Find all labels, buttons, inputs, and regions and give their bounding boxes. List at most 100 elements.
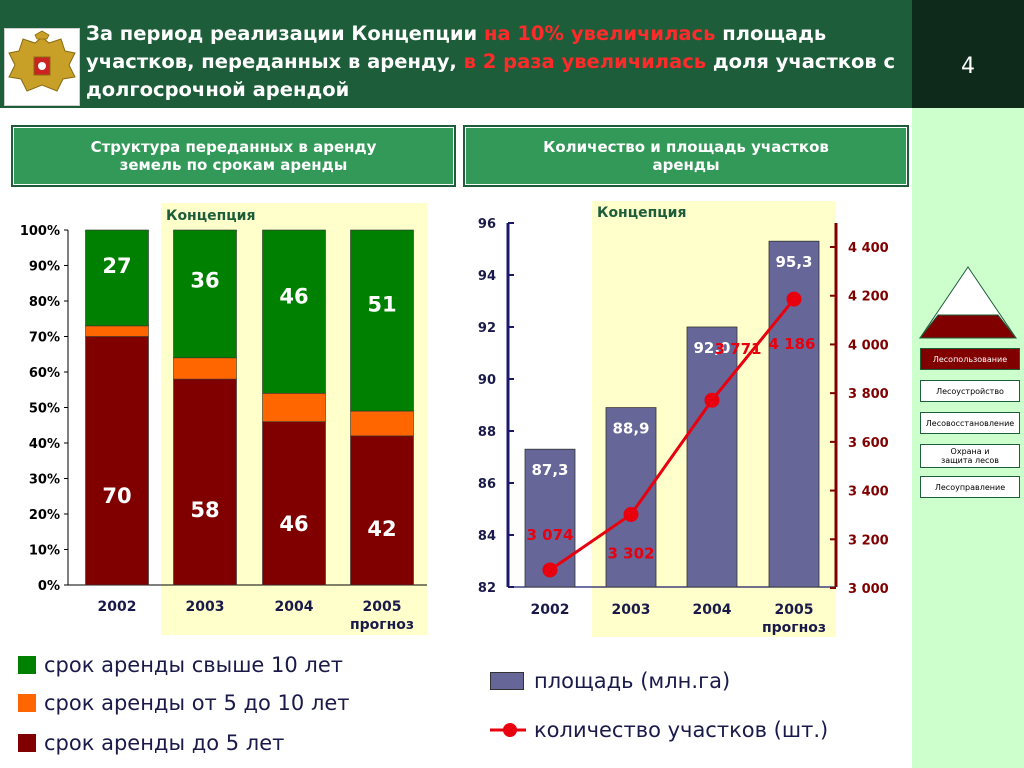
- data-label: 58: [190, 498, 219, 522]
- title-text: За период реализации Концепции: [86, 22, 484, 45]
- legend-label: срок аренды свыше 10 лет: [44, 653, 343, 677]
- bar-segment: [350, 229, 414, 412]
- concept-label: Концепция: [166, 208, 255, 224]
- y-tick-label: 60%: [29, 366, 60, 381]
- y-right-tick-label: 4 000: [848, 338, 889, 353]
- bar-label: 88,9: [612, 420, 649, 438]
- bar-segment: [350, 410, 414, 437]
- y-tick-label: 30%: [29, 473, 60, 488]
- sidebar-item-label: Лесовосстановление: [925, 418, 1015, 428]
- legend-label: количество участков (шт.): [534, 718, 829, 742]
- x-tick-label: прогноз: [762, 620, 826, 636]
- y-left-tick-label: 86: [478, 477, 496, 492]
- y-tick-label: 40%: [29, 437, 60, 452]
- sidebar-item-label: Охрана и защита лесов: [940, 447, 1000, 465]
- y-tick-label: 80%: [29, 295, 60, 310]
- page-title: За период реализации Концепции на 10% ув…: [86, 20, 906, 104]
- data-label: 36: [190, 269, 219, 293]
- y-tick-label: 10%: [29, 544, 60, 559]
- y-right-tick-label: 3 600: [848, 436, 889, 451]
- legend-item-short-term: срок аренды до 5 лет: [18, 731, 284, 755]
- y-left-tick-label: 82: [478, 581, 496, 596]
- legend-swatch: [490, 672, 524, 690]
- y-tick-label: 70%: [29, 331, 60, 346]
- y-right-tick-label: 3 400: [848, 485, 889, 500]
- y-right-tick-label: 3 000: [848, 582, 889, 597]
- right-heading-line: аренды: [652, 156, 720, 174]
- x-tick-label: 2003: [612, 602, 651, 618]
- legend-line-marker-icon: [490, 723, 526, 737]
- sidebar-item-label: Лесоустройство: [936, 386, 1004, 396]
- y-left-tick-label: 90: [478, 373, 496, 388]
- y-tick-label: 20%: [29, 508, 60, 523]
- bar-segment: [85, 336, 149, 586]
- x-tick-label: 2005: [363, 599, 402, 615]
- left-heading-line: Структура переданных в аренду: [90, 138, 377, 156]
- page-number: 4: [961, 54, 975, 79]
- header-bar: За период реализации Концепции на 10% ув…: [0, 0, 912, 108]
- data-label: 27: [102, 254, 131, 278]
- x-tick-label: прогноз: [350, 617, 414, 633]
- sidebar-item-label: Лесопользование: [932, 354, 1008, 364]
- left-heading-line: земель по срокам аренды: [119, 156, 348, 174]
- bar-label: 87,3: [531, 461, 568, 479]
- legend-item-area: площадь (млн.га): [490, 669, 730, 693]
- right-panel-heading: Количество и площадь участков аренды: [463, 125, 909, 187]
- line-label: 3 771: [715, 340, 762, 358]
- data-label: 51: [367, 292, 396, 316]
- bar-segment: [173, 229, 237, 359]
- data-label: 42: [367, 517, 396, 541]
- y-tick-label: 50%: [29, 402, 60, 417]
- title-text: доля участков с долгосрочной арендой: [86, 50, 896, 101]
- bar-segment: [85, 229, 149, 327]
- x-tick-label: 2005: [775, 602, 814, 618]
- legend-swatch: [18, 734, 36, 752]
- data-label: 46: [279, 284, 308, 308]
- legend-swatch: [18, 694, 36, 712]
- title-text: площадь участков, переданных в аренду,: [86, 22, 827, 73]
- y-right-tick-label: 4 400: [848, 241, 889, 256]
- x-tick-label: 2004: [275, 599, 314, 615]
- count-line: [549, 298, 796, 572]
- y-tick-label: 90%: [29, 260, 60, 275]
- y-left-tick-label: 88: [478, 425, 496, 440]
- sidebar-item-okhrana[interactable]: Охрана и защита лесов: [920, 444, 1020, 468]
- sidebar-item-lesovosstanovlenie[interactable]: Лесовосстановление: [920, 412, 1020, 434]
- bar-segment: [85, 325, 149, 337]
- bar-segment: [350, 435, 414, 586]
- bar: [686, 326, 738, 588]
- data-label: 70: [102, 484, 131, 508]
- line-label: 3 302: [608, 544, 655, 562]
- x-tick-label: 2002: [98, 599, 137, 615]
- y-tick-label: 0%: [38, 579, 60, 594]
- line-point: [786, 291, 802, 307]
- y-left-tick-label: 84: [478, 529, 496, 544]
- concept-label: Концепция: [597, 205, 686, 221]
- legend-item-count: количество участков (шт.): [490, 718, 828, 742]
- sidebar-item-lesoustroystvo[interactable]: Лесоустройство: [920, 380, 1020, 402]
- title-highlight: на 10% увеличилась: [483, 22, 716, 45]
- bar-label: 95,3: [775, 253, 812, 271]
- y-right-tick-label: 3 800: [848, 387, 889, 402]
- sidebar-item-lesoupravlenie[interactable]: Лесоуправление: [920, 476, 1020, 498]
- y-left-tick-label: 92: [478, 321, 496, 336]
- legend-label: срок аренды до 5 лет: [44, 731, 285, 755]
- pyramid-icon: [918, 266, 1018, 339]
- bar-segment: [173, 357, 237, 380]
- page-number-box: 4: [912, 0, 1024, 108]
- y-tick-label: 100%: [20, 224, 60, 239]
- bar-label: 92,0: [693, 339, 730, 357]
- coat-of-arms-icon: [4, 28, 80, 106]
- x-tick-label: 2004: [693, 602, 732, 618]
- bar-segment: [262, 229, 326, 394]
- title-highlight: в 2 раза увеличилась: [463, 50, 707, 73]
- legend-swatch: [18, 656, 36, 674]
- stacked-bar-chart: Концепция 0% 10% 20% 30% 40% 50% 60% 70% 80% 90% 10…: [20, 203, 427, 635]
- x-tick-label: 2003: [186, 599, 225, 615]
- y-left-tick-label: 96: [478, 217, 496, 232]
- sidebar-item-lesopolzovanie[interactable]: Лесопользование: [920, 348, 1020, 370]
- line-point: [623, 506, 639, 522]
- bar-segment: [173, 378, 237, 586]
- line-point: [542, 562, 558, 578]
- bar: [605, 407, 657, 588]
